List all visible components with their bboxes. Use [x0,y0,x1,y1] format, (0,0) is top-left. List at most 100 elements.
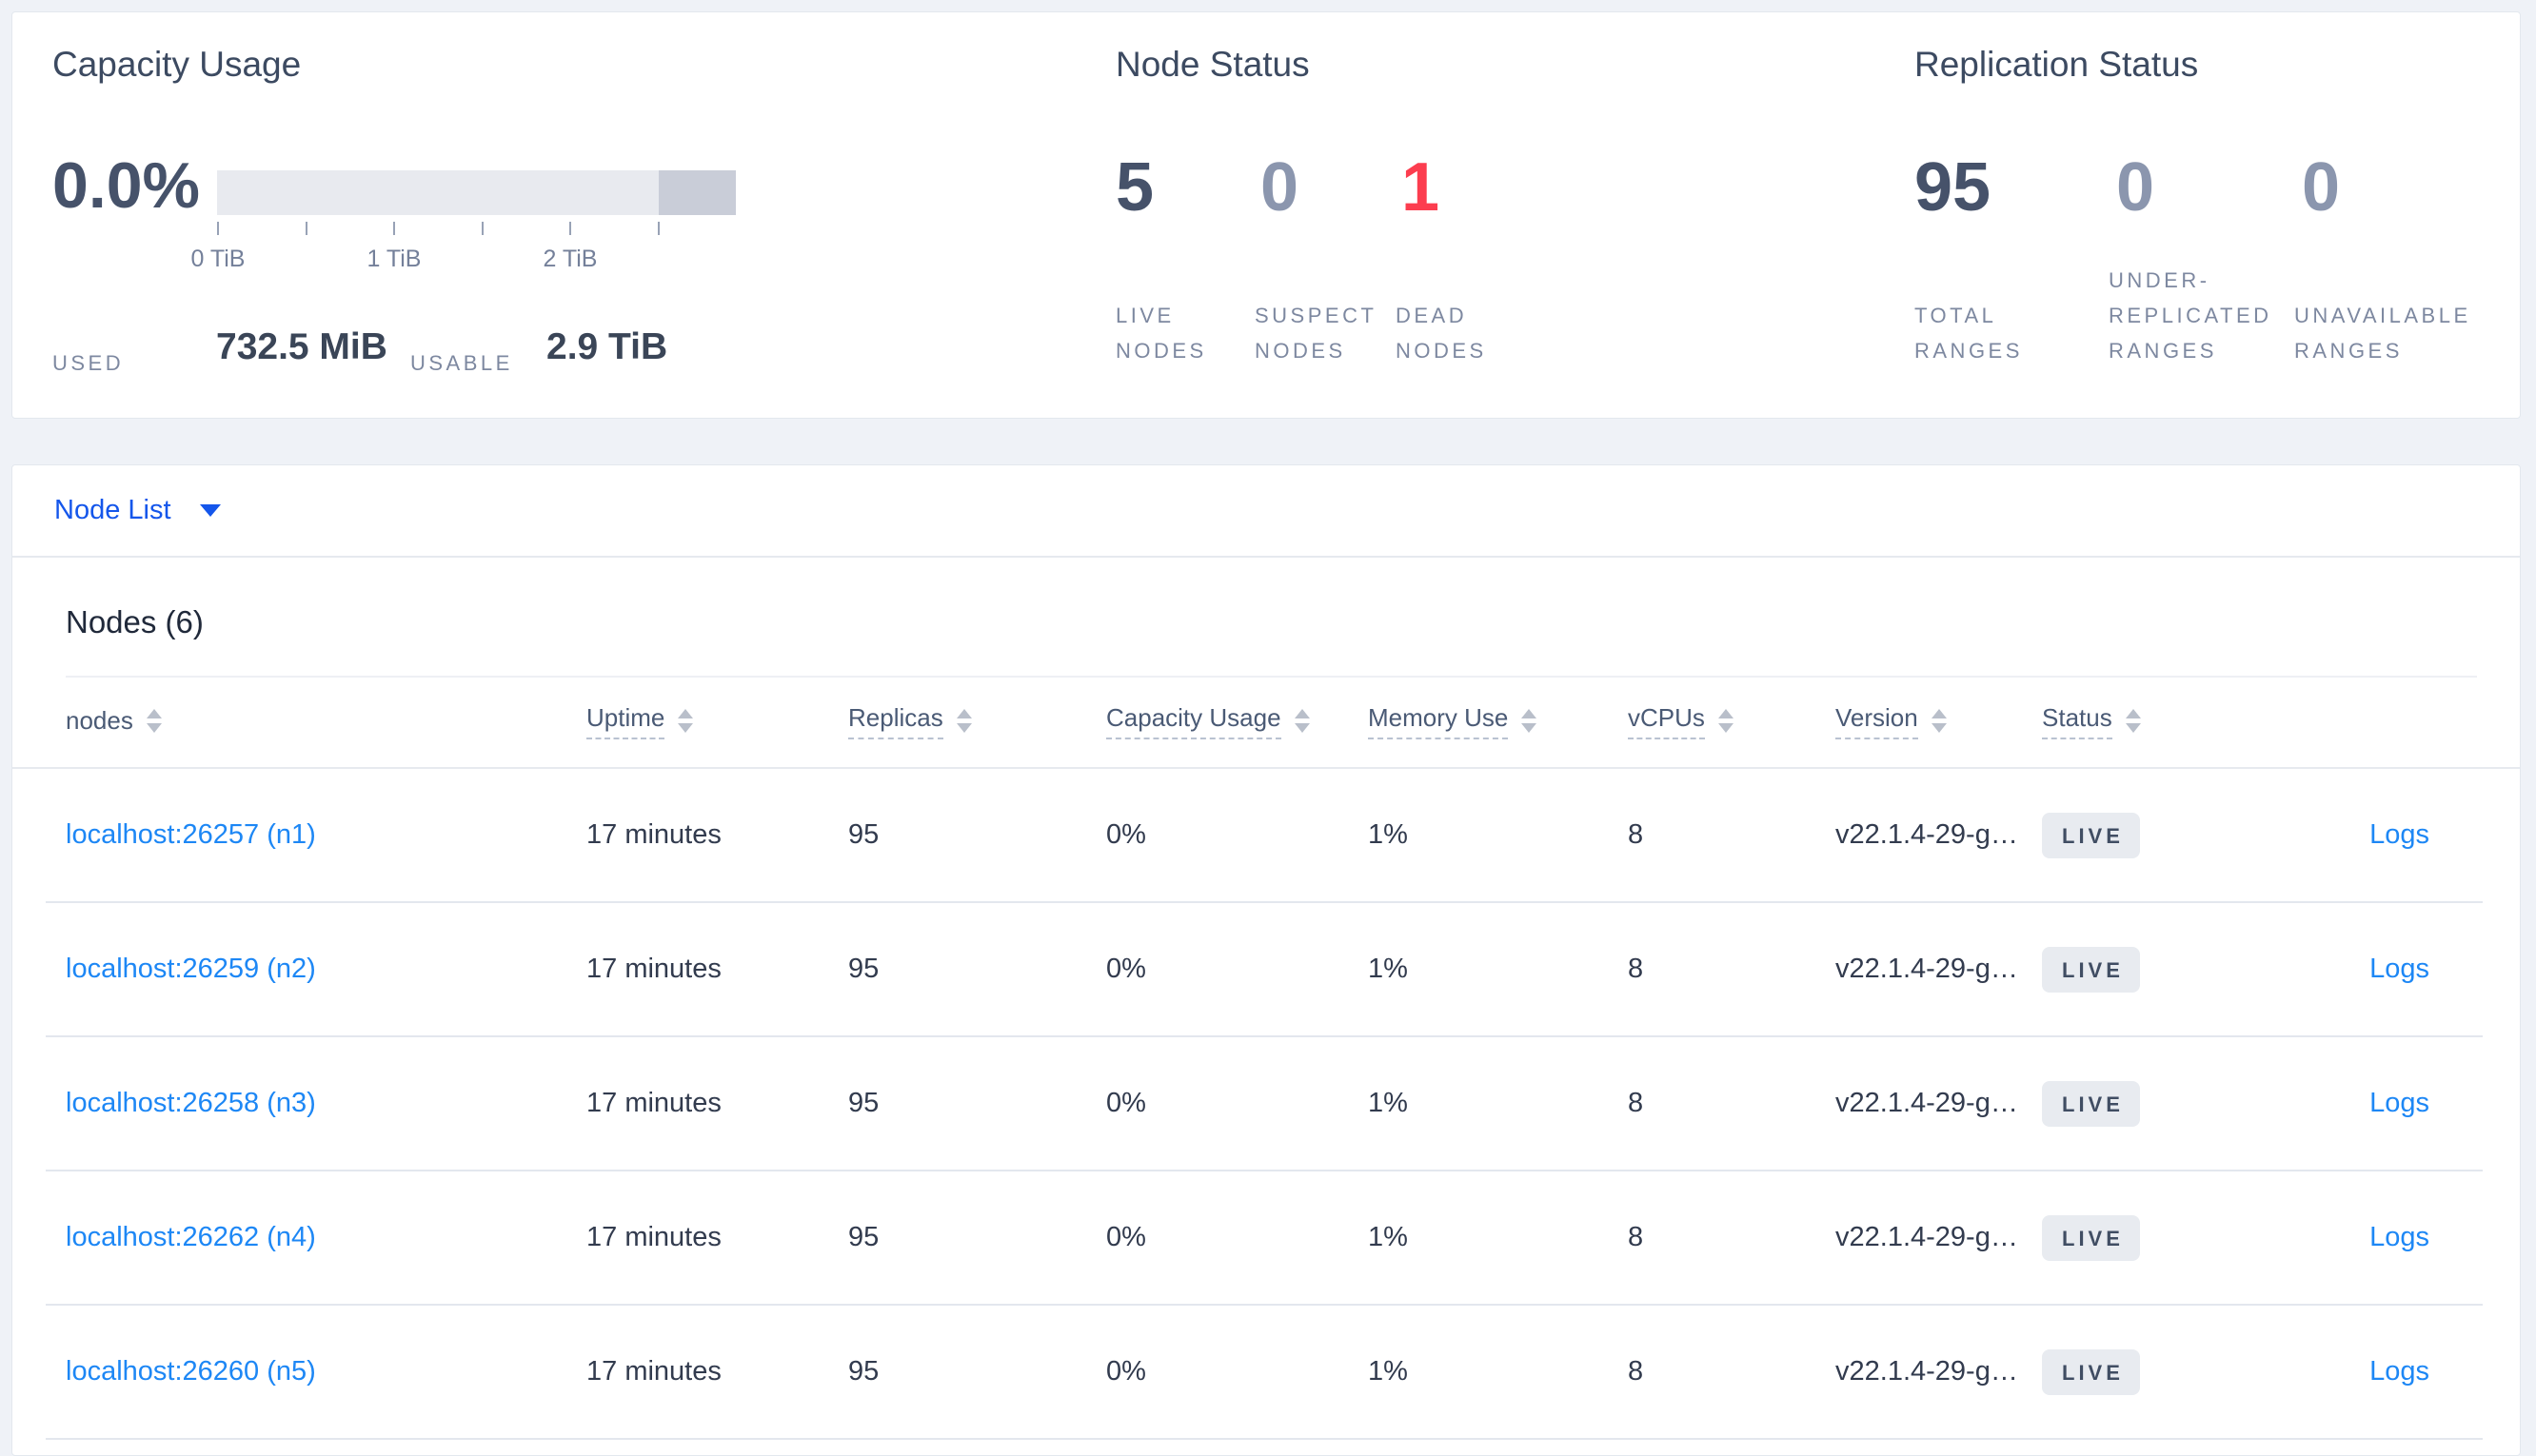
sort-icon[interactable] [146,708,162,733]
replication-status-title: Replication Status [1914,45,2199,84]
vcpus-cell: 8 [1628,1356,1644,1387]
uptime-cell: 17 minutes [586,954,722,984]
logs-link[interactable]: Logs [2369,819,2429,850]
memory_use-cell: 1% [1368,1088,1408,1118]
sort-icon[interactable] [1931,708,1947,733]
column-header-label: nodes [66,706,133,735]
live-nodes-label: LIVE NODES [1116,304,1207,363]
uptime-cell: 17 minutes [586,1088,722,1118]
usable-value: 2.9 TiB [546,326,668,367]
nodes-section-title: Nodes (6) [66,604,204,639]
row-divider [46,1035,2483,1037]
row-divider [46,1304,2483,1306]
column-header-label: Replicas [848,705,943,739]
replicas-cell: 95 [848,819,880,850]
axis-tick [658,222,660,235]
live-nodes-count: 5 [1116,149,1155,226]
version-cell: v22.1.4-29-g… [1835,1088,2018,1118]
version-cell: v22.1.4-29-g… [1835,819,2018,850]
node-list-dropdown-label: Node List [54,495,171,525]
column-header-memory_use[interactable]: Memory Use [1368,705,1628,739]
node-link[interactable]: localhost:26262 (n4) [66,1222,316,1252]
status-cell: LIVE [2042,1214,2328,1261]
node-link[interactable]: localhost:26258 (n3) [66,1088,316,1118]
logs-link[interactable]: Logs [2369,954,2429,984]
node-link[interactable]: localhost:26257 (n1) [66,819,316,850]
replication-status-panel: Replication Status 95 0 0 TOTAL RANGES U… [1914,12,2514,420]
vcpus-cell: 8 [1628,954,1644,984]
sort-icon[interactable] [956,708,972,733]
status-cell: LIVE [2042,946,2328,993]
capacity_usage-cell: 0% [1106,1088,1146,1118]
vcpus-cell: 8 [1628,1088,1644,1118]
table-header-row: nodes Uptime Replicas Capacity Usage Memory … [12,678,2520,769]
axis-tick-label: 0 TiB [190,246,246,272]
unavailable-ranges-count: 0 [2302,149,2341,226]
table-row: localhost:26260 (n5) 17 minutes 95 0% 1% 8 v22… [12,1306,2520,1438]
dead-nodes-label: DEAD NODES [1396,304,1487,363]
capacity-usage-title: Capacity Usage [52,45,302,84]
sort-icon[interactable] [1521,708,1537,733]
dead-nodes-count: 1 [1401,149,1440,226]
version-cell: v22.1.4-29-g… [1835,954,2018,984]
capacity-percent-value: 0.0% [52,149,200,222]
capacity-bar-used-segment [659,170,736,215]
axis-tick-label: 2 TiB [543,246,598,272]
used-label: USED [52,351,125,375]
sort-icon[interactable] [2125,708,2141,733]
logs-link[interactable]: Logs [2369,1222,2429,1252]
column-header-label: vCPUs [1628,705,1705,739]
column-header-capacity_usage[interactable]: Capacity Usage [1106,705,1368,739]
node-link[interactable]: localhost:26260 (n5) [66,1356,316,1387]
unavailable-ranges-label: UNAVAILABLE RANGES [2294,304,2471,363]
logs-link[interactable]: Logs [2369,1356,2429,1387]
status-badge: LIVE [2042,812,2140,858]
capacity-bar-chart [217,170,736,215]
memory_use-cell: 1% [1368,1356,1408,1387]
sort-icon[interactable] [1717,708,1734,733]
replicas-cell: 95 [848,1088,880,1118]
under-replicated-ranges-count: 0 [2116,149,2155,226]
memory_use-cell: 1% [1368,954,1408,984]
suspect-nodes-count: 0 [1260,149,1299,226]
node-link[interactable]: localhost:26259 (n2) [66,954,316,984]
replicas-cell: 95 [848,954,880,984]
column-header-vcpus[interactable]: vCPUs [1628,705,1835,739]
status-badge: LIVE [2042,946,2140,993]
status-badge: LIVE [2042,1080,2140,1127]
row-divider [46,901,2483,903]
suspect-nodes-label: SUSPECT NODES [1255,304,1377,363]
sort-icon[interactable] [678,708,694,733]
column-header-replicas[interactable]: Replicas [848,705,1106,739]
column-header-version[interactable]: Version [1835,705,2042,739]
status-badge: LIVE [2042,1348,2140,1395]
capacity_usage-cell: 0% [1106,954,1146,984]
node-list-dropdown[interactable]: Node List [54,465,221,556]
column-header-node[interactable]: nodes [66,708,586,737]
logs-link[interactable]: Logs [2369,1088,2429,1118]
sort-icon[interactable] [1294,708,1310,733]
memory_use-cell: 1% [1368,819,1408,850]
uptime-cell: 17 minutes [586,819,722,850]
table-row: localhost:26262 (n4) 17 minutes 95 0% 1% 8 v22… [12,1171,2520,1304]
column-header-label: Uptime [586,705,665,739]
column-header-status[interactable]: Status [2042,705,2328,739]
column-header-label: Status [2042,705,2112,739]
section-divider [66,676,2477,678]
row-divider [46,1170,2483,1171]
column-header-label: Capacity Usage [1106,705,1281,739]
axis-tick [393,222,395,235]
column-header-uptime[interactable]: Uptime [586,705,848,739]
uptime-cell: 17 minutes [586,1356,722,1387]
status-cell: LIVE [2042,812,2328,858]
node-list-card: Node List Nodes (6) nodes Uptime Replicas C… [11,464,2521,1456]
axis-tick [217,222,219,235]
table-row: localhost:26258 (n3) 17 minutes 95 0% 1% 8 v22… [12,1037,2520,1170]
column-header-label: Version [1835,705,1918,739]
uptime-cell: 17 minutes [586,1222,722,1252]
column-header-label: Memory Use [1368,705,1509,739]
table-row: localhost:26257 (n1) 17 minutes 95 0% 1% 8 v22… [12,769,2520,901]
replicas-cell: 95 [848,1222,880,1252]
under-replicated-ranges-label: UNDER-REPLICATED RANGES [2109,268,2272,363]
status-badge: LIVE [2042,1214,2140,1261]
